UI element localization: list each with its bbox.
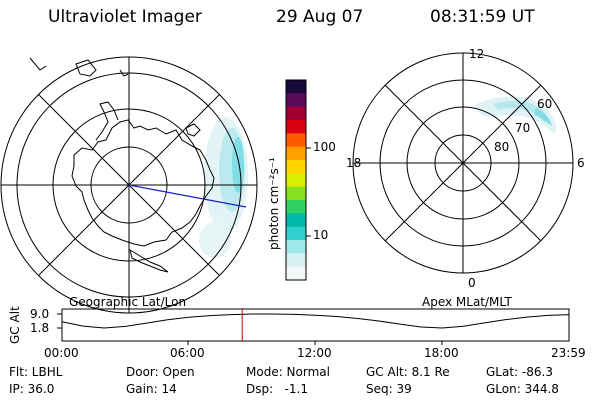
polar-grid-right	[352, 52, 574, 274]
time-tick-0600: 06:00	[170, 346, 205, 360]
colorbar-cell	[286, 93, 306, 108]
filter-info: Flt: LBHL	[9, 365, 63, 379]
magnetic-plot	[352, 52, 574, 274]
right-panel-caption: Apex MLat/MLT	[422, 295, 512, 309]
altitude-axis-label: GC Alt	[8, 306, 22, 344]
glat-info: GLat: -86.3	[486, 365, 553, 379]
colorbar-cell	[286, 186, 306, 201]
antarctica-coastline	[29, 57, 215, 273]
aurora-emission-right	[476, 96, 556, 134]
colorbar-cell	[286, 240, 306, 254]
time-tick-2359: 23:59	[551, 346, 586, 360]
map-boundary-left	[0, 56, 258, 314]
geographic-map	[0, 56, 258, 314]
altitude-tick-1-8: 1.8	[30, 321, 50, 335]
mlat-label-60: 60	[537, 97, 553, 111]
time-tick-0000: 00:00	[44, 346, 79, 360]
ip-info: IP: 36.0	[9, 382, 55, 396]
sun-direction-line	[128, 184, 247, 208]
colorbar-cell	[286, 266, 306, 281]
time-label: 08:31:59 UT	[430, 7, 535, 27]
mlat-label-80: 80	[494, 140, 510, 154]
time-tick-1200: 12:00	[297, 346, 332, 360]
colorbar-cell	[286, 173, 306, 188]
mode-info: Mode: Normal	[246, 365, 330, 379]
colorbar-cell	[286, 120, 306, 134]
colorbar-cell	[286, 200, 306, 214]
dsp-info: Dsp: -1.1	[246, 382, 309, 396]
colorbar-cell	[286, 160, 306, 174]
seq-info: Seq: 39	[366, 382, 412, 396]
door-info: Door: Open	[126, 365, 195, 379]
colorbar	[285, 79, 311, 281]
mlt-label-0: 0	[468, 276, 476, 290]
graticule-left	[1, 57, 257, 313]
mlt-label-6: 6	[577, 156, 585, 170]
colorbar-cell	[286, 133, 306, 148]
colorbar-tick-label-10: 10	[313, 228, 329, 242]
date-label: 29 Aug 07	[276, 7, 364, 27]
gain-info: Gain: 14	[126, 382, 177, 396]
glon-info: GLon: 344.8	[486, 382, 559, 396]
altitude-plot-frame	[61, 308, 570, 342]
colorbar-unit-label: photon cm⁻²s⁻¹	[267, 157, 281, 250]
altitude-series-line	[61, 313, 570, 329]
mlt-label-18: 18	[346, 156, 362, 170]
colorbar-tick-label-100: 100	[313, 140, 336, 154]
time-tick-1800: 18:00	[424, 346, 459, 360]
colorbar-cell	[286, 226, 306, 241]
mlat-label-70: 70	[515, 121, 531, 135]
instrument-title: Ultraviolet Imager	[48, 7, 202, 27]
altitude-tick-9: 9.0	[30, 307, 50, 321]
colorbar-cell	[286, 146, 306, 161]
colorbar-cell	[286, 253, 306, 268]
altitude-plot	[57, 308, 570, 345]
left-panel-caption: Geographic Lat/Lon	[69, 295, 187, 309]
colorbar-cell	[286, 213, 306, 228]
mlt-label-12: 12	[469, 47, 485, 61]
aurora-emission-left	[199, 117, 248, 258]
colorbar-cell	[286, 80, 306, 94]
colorbar-gradient	[286, 80, 306, 281]
gc-alt-info: GC Alt: 8.1 Re	[366, 365, 450, 379]
colorbar-cell	[286, 106, 306, 121]
